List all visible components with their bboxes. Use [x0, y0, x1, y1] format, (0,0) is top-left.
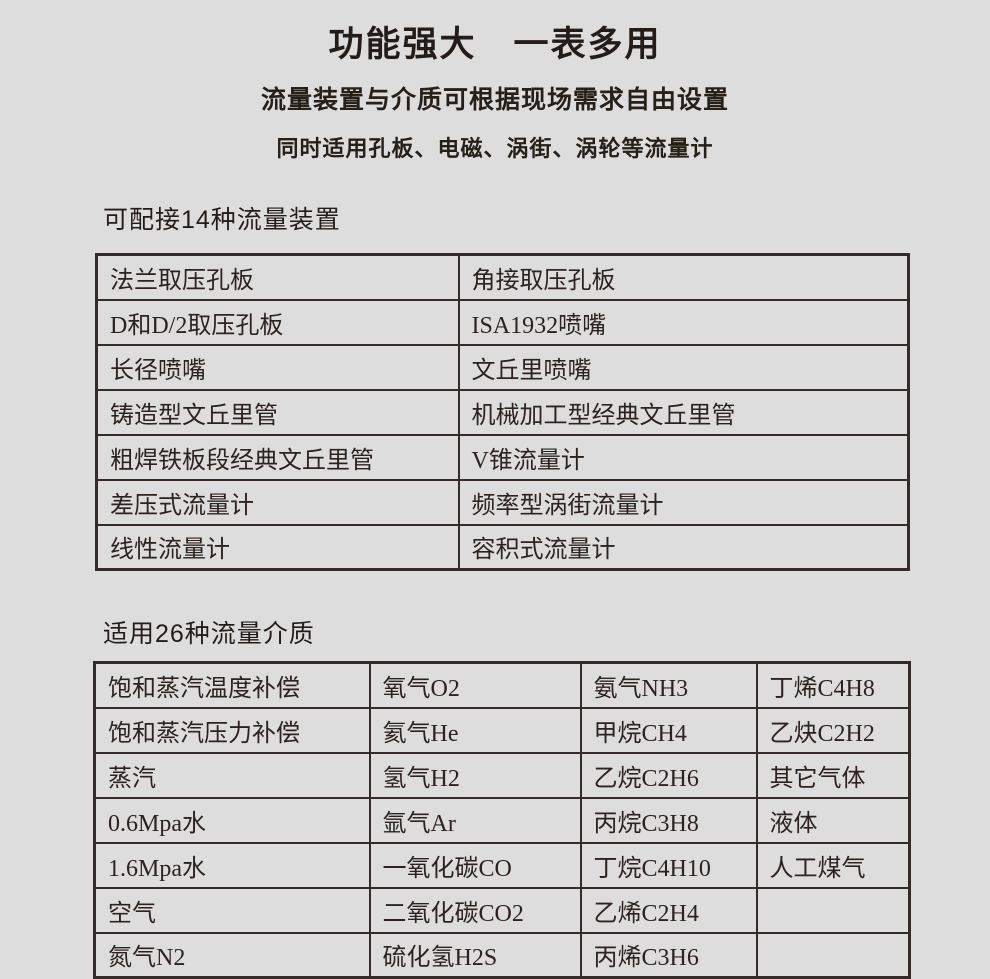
media-cell — [755, 886, 911, 934]
media-cell: 蒸汽 — [93, 751, 371, 799]
media-cell: 硫化氢H2S — [368, 931, 582, 979]
table-row: 空气 二氧化碳CO2 乙烯C2H4 — [93, 886, 911, 934]
media-cell: 乙炔C2H2 — [755, 706, 911, 754]
table-row: 长径喷嘴 文丘里喷嘴 — [95, 343, 910, 391]
table-row: 线性流量计 容积式流量计 — [95, 523, 910, 571]
media-cell: 空气 — [93, 886, 371, 934]
media-cell: 丁烯C4H8 — [755, 661, 911, 709]
device-cell: ISA1932喷嘴 — [457, 298, 910, 346]
media-cell: 饱和蒸汽压力补偿 — [93, 706, 371, 754]
media-cell: 丙烷C3H8 — [579, 796, 758, 844]
media-cell: 氨气NH3 — [579, 661, 758, 709]
media-cell: 氢气H2 — [368, 751, 582, 799]
subtitle-meter-types: 同时适用孔板、电磁、涡街、涡轮等流量计 — [276, 136, 714, 161]
table-row: 1.6Mpa水 一氧化碳CO 丁烷C4H10 人工煤气 — [93, 841, 911, 889]
media-cell: 甲烷CH4 — [579, 706, 758, 754]
media-cell: 饱和蒸汽温度补偿 — [93, 661, 371, 709]
media-cell: 0.6Mpa水 — [93, 796, 371, 844]
table-row: 粗焊铁板段经典文丘里管 V锥流量计 — [95, 433, 910, 481]
table-row: 差压式流量计 频率型涡街流量计 — [95, 478, 910, 526]
table-row: D和D/2取压孔板 ISA1932喷嘴 — [95, 298, 910, 346]
device-cell: 线性流量计 — [95, 523, 460, 571]
table-row: 氮气N2 硫化氢H2S 丙烯C3H6 — [93, 931, 911, 979]
flow-devices-table: 法兰取压孔板 角接取压孔板 D和D/2取压孔板 ISA1932喷嘴 长径喷嘴 文… — [95, 253, 910, 571]
table-row: 饱和蒸汽压力补偿 氦气He 甲烷CH4 乙炔C2H2 — [93, 706, 911, 754]
media-cell: 人工煤气 — [755, 841, 911, 889]
media-cell: 氮气N2 — [93, 931, 371, 979]
subtitle-flow-setup: 流量装置与介质可根据现场需求自由设置 — [260, 86, 729, 114]
device-cell: 铸造型文丘里管 — [95, 388, 460, 436]
device-cell: 粗焊铁板段经典文丘里管 — [95, 433, 460, 481]
media-cell: 氦气He — [368, 706, 582, 754]
media-cell: 丁烷C4H10 — [579, 841, 758, 889]
device-cell: 容积式流量计 — [457, 523, 910, 571]
table-row: 法兰取压孔板 角接取压孔板 — [95, 253, 910, 301]
media-cell: 液体 — [755, 796, 911, 844]
device-cell: D和D/2取压孔板 — [95, 298, 460, 346]
table-row: 铸造型文丘里管 机械加工型经典文丘里管 — [95, 388, 910, 436]
flow-media-table: 饱和蒸汽温度补偿 氧气O2 氨气NH3 丁烯C4H8 饱和蒸汽压力补偿 氦气He… — [93, 661, 911, 979]
device-cell: 法兰取压孔板 — [95, 253, 460, 301]
table-row: 饱和蒸汽温度补偿 氧气O2 氨气NH3 丁烯C4H8 — [93, 661, 911, 709]
page-title: 功能强大 一表多用 — [328, 25, 662, 64]
media-cell: 氧气O2 — [368, 661, 582, 709]
media-cell: 1.6Mpa水 — [93, 841, 371, 889]
device-cell: 机械加工型经典文丘里管 — [457, 388, 910, 436]
section-title-devices: 可配接14种流量装置 — [103, 206, 341, 234]
media-cell: 二氧化碳CO2 — [368, 886, 582, 934]
device-cell: 频率型涡街流量计 — [457, 478, 910, 526]
media-cell: 其它气体 — [755, 751, 911, 799]
media-cell: 一氧化碳CO — [368, 841, 582, 889]
media-cell — [755, 931, 911, 979]
table-row: 蒸汽 氢气H2 乙烷C2H6 其它气体 — [93, 751, 911, 799]
device-cell: V锥流量计 — [457, 433, 910, 481]
media-cell: 乙烯C2H4 — [579, 886, 758, 934]
media-cell: 丙烯C3H6 — [579, 931, 758, 979]
device-cell: 角接取压孔板 — [457, 253, 910, 301]
table-row: 0.6Mpa水 氩气Ar 丙烷C3H8 液体 — [93, 796, 911, 844]
section-title-media: 适用26种流量介质 — [103, 620, 315, 648]
device-cell: 长径喷嘴 — [95, 343, 460, 391]
media-cell: 氩气Ar — [368, 796, 582, 844]
device-cell: 文丘里喷嘴 — [457, 343, 910, 391]
device-cell: 差压式流量计 — [95, 478, 460, 526]
media-cell: 乙烷C2H6 — [579, 751, 758, 799]
